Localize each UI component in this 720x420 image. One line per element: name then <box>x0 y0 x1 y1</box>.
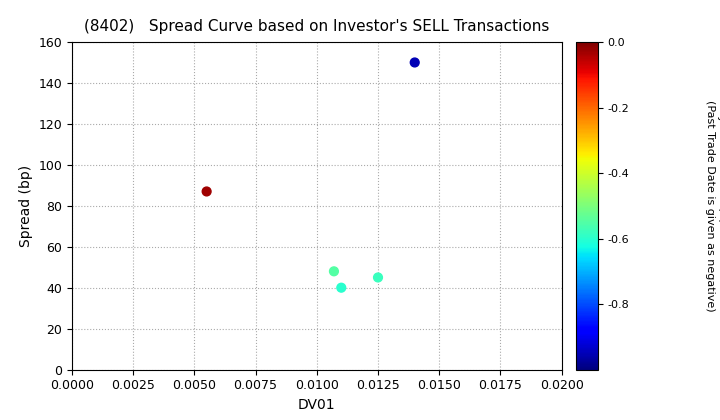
X-axis label: DV01: DV01 <box>298 398 336 412</box>
Point <box>328 268 340 275</box>
Point <box>409 59 420 66</box>
Title: (8402)   Spread Curve based on Investor's SELL Transactions: (8402) Spread Curve based on Investor's … <box>84 19 549 34</box>
Point <box>336 284 347 291</box>
Y-axis label: Spread (bp): Spread (bp) <box>19 165 33 247</box>
Y-axis label: Time in years between 5/2/2025 and Trade Date
(Past Trade Date is given as negat: Time in years between 5/2/2025 and Trade… <box>706 71 720 341</box>
Point <box>372 274 384 281</box>
Point <box>201 188 212 195</box>
